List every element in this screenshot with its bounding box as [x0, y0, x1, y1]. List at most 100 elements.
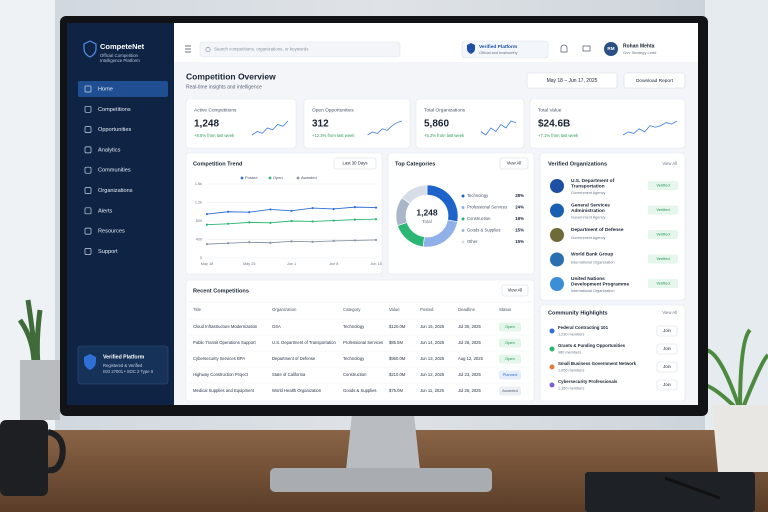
table-cell: Technology — [343, 324, 365, 329]
download-button[interactable]: Download Report — [636, 78, 674, 84]
community-icon — [549, 346, 555, 352]
kpi-value: 5,860 — [424, 119, 449, 130]
join-button[interactable]: Join — [663, 382, 671, 387]
trend-point — [332, 219, 335, 222]
trend-point — [205, 212, 209, 216]
table-cell: Jun 15, 2025 — [420, 324, 445, 329]
nav-item[interactable]: Analytics — [98, 147, 121, 153]
value-label: 18% — [515, 216, 524, 221]
trend-point — [290, 209, 293, 212]
column-header: Posted — [420, 307, 434, 312]
date-range-box[interactable] — [526, 72, 618, 89]
search-box[interactable] — [199, 41, 401, 58]
logo — [83, 40, 97, 58]
view-all-box[interactable] — [499, 157, 529, 170]
table-cell: Jun 13, 2025 — [420, 356, 445, 361]
nav-item[interactable]: Alerts — [98, 208, 113, 214]
legend-label: Professional Services — [467, 205, 507, 210]
x-tick-label: Jun 15 — [370, 262, 381, 266]
view-all[interactable]: View All — [662, 310, 677, 315]
nav-icon — [84, 248, 92, 255]
status-badge — [499, 386, 521, 396]
table-cell: Goods & Supplies — [343, 388, 377, 393]
card — [415, 98, 525, 149]
table-cell: $120.0M — [389, 324, 406, 329]
view-all[interactable]: View All — [508, 288, 523, 293]
join-button[interactable]: Join — [663, 346, 671, 351]
join-button-box[interactable] — [656, 379, 678, 391]
value-label: 15% — [515, 239, 524, 244]
y-tick-label: 800 — [196, 219, 202, 223]
value-label: 24% — [515, 205, 524, 210]
org-name: Department of Defense — [571, 227, 624, 233]
nav-item[interactable]: Support — [98, 249, 118, 255]
nav-icon — [84, 85, 92, 93]
value-label: 28% — [515, 193, 524, 198]
join-button[interactable]: Join — [663, 364, 671, 369]
x-tick-label: Jun 8 — [329, 262, 338, 266]
table-cell: Technology — [343, 356, 365, 361]
table-cell: World Health Organization — [272, 388, 322, 393]
table-cell: Department of Defense — [272, 356, 316, 361]
table-cell: Cloud Infrastructure Modernization — [193, 324, 258, 329]
verified-badge — [648, 181, 678, 190]
kpi-label: Total Value — [538, 107, 562, 113]
nav-icon — [84, 126, 92, 133]
card — [185, 279, 535, 402]
legend-label: Open — [273, 175, 283, 180]
y-tick-label: 1.6k — [195, 182, 202, 186]
view-all-box[interactable] — [501, 284, 529, 297]
view-all[interactable]: View All — [662, 161, 677, 166]
legend-swatch — [461, 217, 465, 221]
join-button-box[interactable] — [656, 361, 678, 373]
legend-swatch — [461, 229, 465, 232]
mug — [0, 420, 48, 496]
user-role: Gov Strategy Lead — [623, 50, 656, 55]
trend-point — [311, 206, 314, 210]
trend-point — [353, 218, 356, 221]
table-cell: Public Transit Operations Support — [193, 340, 256, 345]
trend-point — [227, 222, 230, 225]
community-icon — [549, 328, 555, 334]
kpi-value: 1,248 — [194, 119, 219, 130]
org-logo — [550, 277, 564, 291]
join-button-box[interactable] — [656, 325, 678, 337]
search-icon — [205, 46, 211, 52]
date-range[interactable]: May 18 – Jun 17, 2025 — [547, 78, 598, 84]
nav-icon — [84, 166, 92, 174]
nav-item[interactable]: Resources — [98, 229, 125, 235]
nav-item[interactable]: Communities — [98, 168, 131, 174]
table-cell: Jun 14, 2025 — [420, 340, 445, 345]
join-button[interactable]: Join — [663, 328, 671, 333]
bell-icon[interactable] — [560, 44, 568, 53]
community-name: Cybersecurity Professionals — [558, 379, 618, 384]
nav-active — [78, 81, 168, 97]
column-header: Deadline — [458, 307, 476, 312]
status-badge — [499, 370, 521, 380]
view-all[interactable]: View All — [507, 161, 522, 166]
nav-item[interactable]: Opportunities — [98, 127, 131, 133]
org-logo — [550, 203, 564, 218]
join-button-box[interactable] — [656, 343, 678, 355]
trend-point — [227, 210, 230, 213]
range-filter[interactable]: Last 30 Days — [342, 161, 367, 166]
range-filter-box[interactable] — [333, 157, 377, 170]
table-cell: GSA — [272, 324, 281, 329]
nav-icon — [84, 207, 92, 215]
nav-item[interactable]: Organizations — [98, 188, 133, 194]
legend-swatch — [461, 194, 465, 198]
badge-line: Registered & Verified — [103, 363, 143, 368]
nav-item[interactable]: Home — [98, 86, 113, 92]
trend-point — [374, 218, 378, 221]
card — [185, 98, 297, 149]
nav-icon — [84, 227, 92, 235]
mail-icon[interactable] — [582, 45, 591, 52]
pen — [664, 476, 721, 500]
status: Open — [505, 324, 515, 329]
download-button-box[interactable] — [623, 72, 686, 89]
donut-center-label: Total — [422, 219, 432, 224]
nav-item[interactable]: Competitions — [98, 107, 131, 113]
sparkline — [480, 120, 517, 136]
kpi-label: Total Organizations — [424, 107, 466, 113]
community-members: 980 members — [558, 351, 581, 355]
